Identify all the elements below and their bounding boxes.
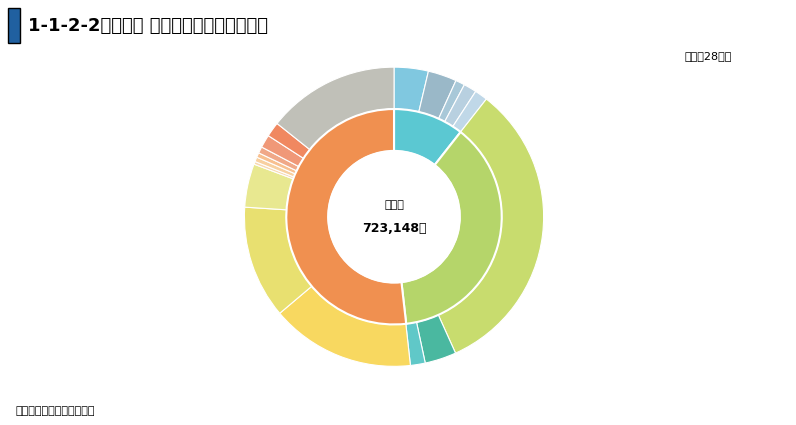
Wedge shape [259,147,298,171]
Wedge shape [406,322,425,366]
Wedge shape [255,157,295,177]
FancyBboxPatch shape [8,8,20,43]
Text: 注　警察庁の統計による。: 注 警察庁の統計による。 [16,406,96,416]
Text: 723,148件: 723,148件 [361,222,427,235]
Wedge shape [279,286,411,366]
Text: 総　数: 総 数 [384,200,404,210]
Wedge shape [439,99,544,353]
Wedge shape [268,124,310,159]
Wedge shape [394,67,428,112]
Wedge shape [262,136,303,167]
Wedge shape [419,71,456,119]
Wedge shape [257,153,297,174]
Wedge shape [244,164,293,210]
Wedge shape [453,91,486,132]
Wedge shape [394,109,461,165]
Wedge shape [287,109,406,324]
Text: 1-1-2-2図　窃盗 認知件数の手口別構成比: 1-1-2-2図 窃盗 認知件数の手口別構成比 [28,17,268,34]
Wedge shape [277,67,394,150]
Text: （平成28年）: （平成28年） [685,51,732,61]
Circle shape [328,151,460,283]
Wedge shape [416,315,455,363]
Wedge shape [254,162,294,179]
Wedge shape [401,132,501,324]
Wedge shape [439,81,464,122]
Wedge shape [445,85,476,127]
Wedge shape [244,207,312,313]
